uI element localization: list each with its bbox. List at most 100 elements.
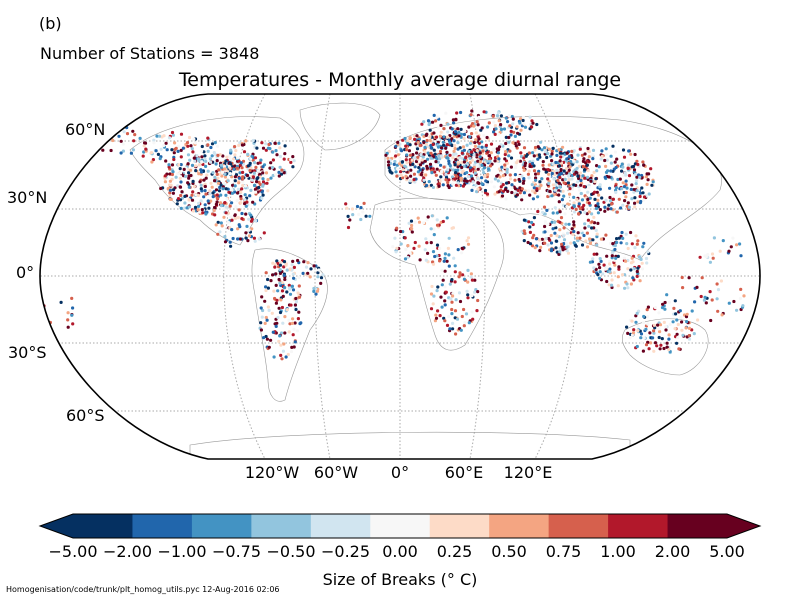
station-marker [644, 327, 648, 331]
station-marker [493, 132, 497, 136]
station-marker [739, 287, 743, 291]
station-marker [560, 198, 565, 202]
station-marker [563, 177, 567, 181]
station-marker [471, 122, 475, 126]
station-marker [437, 154, 441, 158]
station-marker [546, 168, 550, 172]
station-marker [457, 275, 461, 279]
station-marker [317, 268, 321, 272]
station-marker [394, 149, 398, 154]
station-marker [603, 209, 607, 213]
station-marker [224, 193, 228, 197]
station-marker [170, 163, 175, 167]
station-marker [190, 198, 195, 202]
station-marker [234, 205, 238, 209]
station-marker [346, 214, 350, 218]
station-marker [487, 167, 491, 171]
station-marker [429, 241, 433, 245]
station-marker [471, 317, 475, 321]
station-marker [274, 172, 278, 177]
station-marker [497, 119, 501, 123]
station-marker [236, 216, 240, 220]
station-marker [465, 171, 469, 175]
station-marker [586, 175, 590, 179]
station-marker [537, 153, 542, 157]
station-marker [291, 155, 295, 159]
colorbar-tick-label: 0.00 [382, 542, 418, 561]
station-marker [480, 163, 484, 167]
station-marker [403, 164, 407, 168]
station-marker [259, 306, 263, 310]
station-marker [572, 149, 576, 153]
station-marker [412, 134, 416, 138]
station-marker [185, 141, 190, 145]
station-marker [291, 333, 295, 337]
station-marker [568, 187, 572, 191]
station-marker [596, 202, 600, 206]
station-marker [582, 157, 586, 161]
station-marker [404, 158, 408, 162]
station-marker [217, 168, 221, 172]
station-marker [476, 187, 480, 191]
station-marker [461, 273, 465, 277]
station-marker [394, 250, 398, 254]
station-marker [625, 282, 629, 286]
station-marker [684, 326, 688, 330]
station-marker [620, 169, 624, 173]
station-marker [505, 170, 509, 174]
station-marker [700, 276, 704, 280]
station-marker [620, 273, 625, 277]
station-marker [444, 146, 448, 150]
station-marker [568, 165, 572, 169]
station-marker [446, 156, 450, 160]
station-marker [624, 259, 628, 263]
station-marker [594, 206, 599, 211]
station-marker [165, 148, 169, 152]
station-marker [586, 197, 590, 202]
station-marker [578, 147, 582, 151]
station-marker [247, 228, 251, 232]
station-marker [172, 157, 176, 162]
station-marker [149, 151, 154, 155]
station-marker [416, 141, 420, 145]
station-marker [291, 165, 295, 169]
station-marker [250, 154, 254, 158]
station-marker [228, 204, 232, 208]
station-marker [729, 245, 733, 249]
station-marker [603, 158, 607, 163]
station-marker [152, 141, 156, 145]
station-marker [621, 203, 625, 207]
station-marker [190, 147, 194, 151]
station-marker [674, 312, 678, 316]
station-marker [621, 236, 625, 240]
station-marker [273, 296, 277, 301]
station-marker [513, 134, 518, 138]
station-marker [523, 164, 527, 168]
station-marker [154, 149, 158, 153]
station-marker [210, 142, 215, 146]
station-marker [594, 204, 598, 208]
station-marker [206, 136, 210, 140]
station-marker [428, 162, 433, 166]
station-marker [251, 175, 256, 179]
station-marker [534, 178, 538, 182]
station-marker [359, 206, 363, 210]
station-marker [459, 132, 464, 136]
station-marker [276, 289, 280, 293]
station-marker [716, 288, 721, 292]
station-marker [595, 169, 599, 173]
station-marker [630, 242, 634, 246]
station-marker [260, 190, 264, 194]
station-marker [170, 148, 174, 152]
station-marker [473, 144, 477, 148]
station-marker [420, 160, 424, 164]
station-marker [646, 178, 650, 182]
station-marker [629, 261, 634, 265]
station-marker [179, 132, 184, 136]
station-marker [585, 231, 590, 235]
station-marker [405, 148, 409, 152]
station-marker [703, 295, 707, 299]
station-markers [40, 109, 746, 361]
station-marker [162, 134, 166, 138]
station-marker [680, 320, 684, 324]
